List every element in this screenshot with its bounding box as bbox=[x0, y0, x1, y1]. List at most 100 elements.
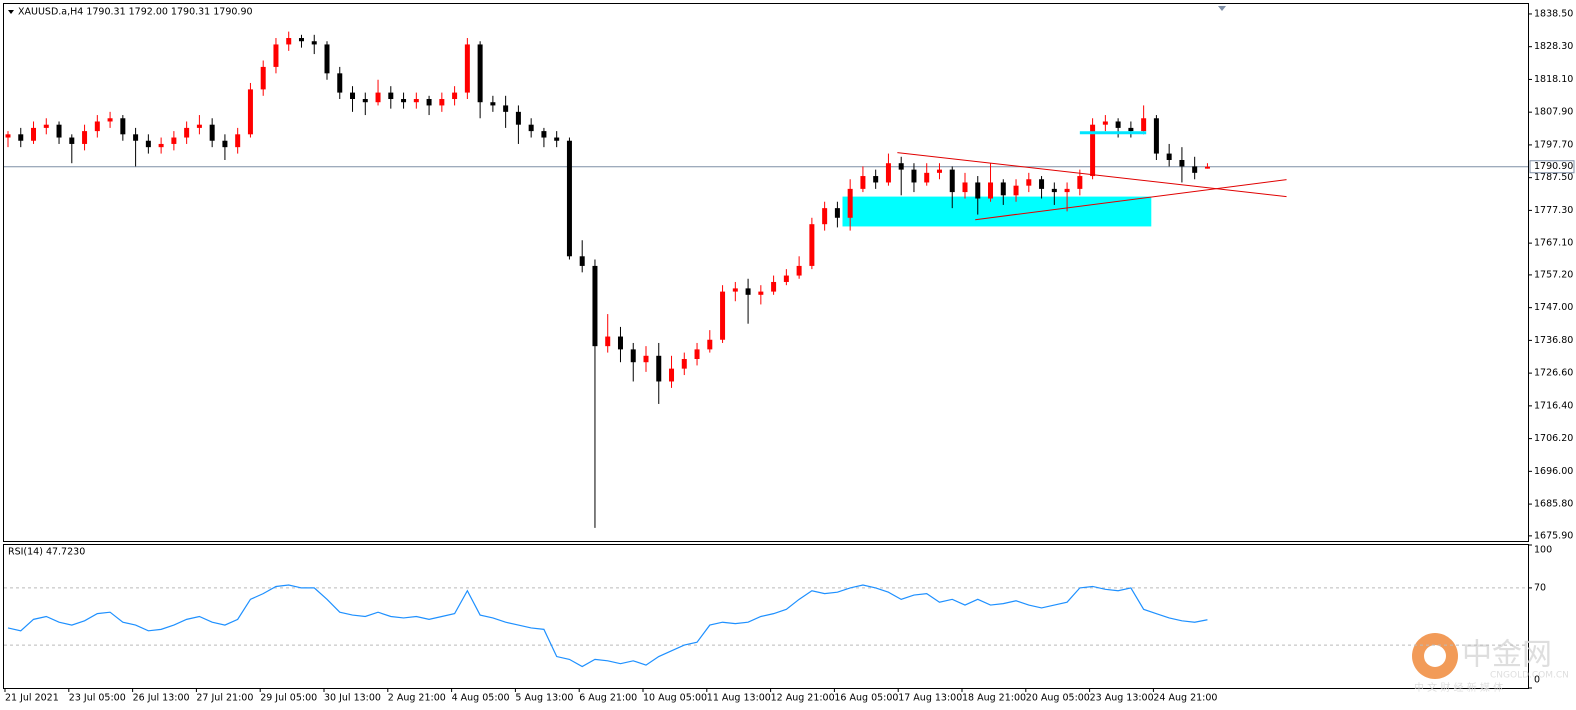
candle-body bbox=[107, 118, 113, 122]
candle-body bbox=[1192, 166, 1198, 173]
candle-body bbox=[515, 111, 521, 125]
candle-body bbox=[1128, 127, 1134, 132]
candle-body bbox=[541, 131, 547, 138]
candle-body bbox=[209, 124, 215, 141]
menu-arrow bbox=[8, 10, 14, 14]
candle-body bbox=[1064, 188, 1070, 193]
candle-body bbox=[694, 349, 700, 360]
watermark: 中金网 CNGOLD.COM.CN 中 文 财 经 新 媒 体 bbox=[1412, 633, 1569, 694]
candle-body bbox=[133, 134, 139, 141]
zone bbox=[842, 196, 1152, 227]
candle-body bbox=[477, 44, 483, 103]
candle-body bbox=[617, 336, 623, 350]
candle-body bbox=[860, 176, 866, 189]
candle-body bbox=[56, 124, 62, 138]
candle-body bbox=[962, 182, 968, 193]
y-tick-label: 1747.00 bbox=[1534, 302, 1573, 313]
candle-body bbox=[158, 143, 164, 148]
candle-body bbox=[681, 359, 687, 369]
candle-body bbox=[350, 92, 356, 100]
candle-body bbox=[298, 38, 304, 42]
candle-body bbox=[656, 355, 662, 382]
candle-body bbox=[184, 127, 190, 138]
candle-body bbox=[630, 349, 636, 363]
candle-body bbox=[707, 339, 713, 350]
candle-body bbox=[196, 124, 202, 128]
candle-body bbox=[362, 99, 368, 103]
trend-line bbox=[975, 179, 1287, 221]
candle-body bbox=[43, 124, 49, 128]
watermark-slogan: 中 文 财 经 新 媒 体 bbox=[1414, 681, 1503, 694]
candle-body bbox=[783, 275, 789, 282]
candle-body bbox=[388, 92, 394, 100]
y-tick-label: 1807.90 bbox=[1534, 107, 1573, 118]
candle-body bbox=[5, 134, 11, 138]
candle-body bbox=[898, 163, 904, 170]
candle-body bbox=[822, 208, 828, 225]
candle-body bbox=[1051, 188, 1057, 193]
x-tick-label: 10 Aug 05:00 bbox=[643, 693, 707, 704]
shift-marker bbox=[1218, 6, 1226, 11]
x-tick-label: 18 Aug 21:00 bbox=[962, 693, 1026, 704]
candle-body bbox=[758, 291, 764, 295]
x-tick-label: 24 Aug 21:00 bbox=[1153, 693, 1217, 704]
y-tick-label: 1696.00 bbox=[1534, 466, 1573, 477]
x-tick-label: 23 Jul 05:00 bbox=[69, 693, 126, 704]
y-tick-label: 1736.80 bbox=[1534, 335, 1573, 346]
candle-body bbox=[1102, 121, 1108, 125]
candle-body bbox=[324, 44, 330, 74]
y-tick-label: 1726.60 bbox=[1534, 368, 1573, 379]
candle-body bbox=[120, 118, 126, 135]
candle-body bbox=[337, 73, 343, 93]
y-tick-label: 1797.70 bbox=[1534, 139, 1573, 150]
candle-body bbox=[1115, 121, 1121, 128]
candle-body bbox=[286, 38, 292, 45]
candle-body bbox=[796, 265, 802, 276]
candle-body bbox=[669, 368, 675, 382]
candle-body bbox=[745, 288, 751, 295]
candle-body bbox=[605, 336, 611, 347]
x-tick-label: 12 Aug 21:00 bbox=[771, 693, 835, 704]
candle-body bbox=[1026, 179, 1032, 186]
y-tick-label: 1675.90 bbox=[1534, 530, 1573, 541]
candle-body bbox=[732, 288, 738, 292]
candle-body bbox=[566, 140, 572, 257]
x-tick-label: 6 Aug 21:00 bbox=[579, 693, 637, 704]
x-tick-label: 20 Aug 05:00 bbox=[1026, 693, 1090, 704]
candle-body bbox=[528, 124, 534, 132]
candle-body bbox=[834, 208, 840, 218]
current-price-label: 1790.90 bbox=[1534, 161, 1573, 172]
candle-body bbox=[643, 355, 649, 363]
y-tick-label: 1685.80 bbox=[1534, 499, 1573, 510]
candle-body bbox=[171, 137, 177, 144]
candle-body bbox=[401, 99, 407, 103]
rsi-line bbox=[7, 584, 1208, 668]
watermark-site: CNGOLD.COM.CN bbox=[1490, 671, 1569, 681]
candle-body bbox=[222, 140, 228, 148]
trend-line bbox=[897, 152, 1287, 198]
rsi-title: RSI(14) 47.7230 bbox=[8, 547, 85, 558]
y-tick-label: 1828.30 bbox=[1534, 41, 1573, 52]
x-tick-label: 30 Jul 13:00 bbox=[324, 693, 381, 704]
candle-body bbox=[873, 176, 879, 183]
candle-body bbox=[924, 172, 930, 183]
candle-body bbox=[1166, 153, 1172, 160]
candle-body bbox=[885, 163, 891, 183]
x-tick-label: 11 Aug 13:00 bbox=[707, 693, 771, 704]
current-price-box bbox=[1529, 160, 1575, 174]
candle-body bbox=[490, 102, 496, 106]
candle-body bbox=[1090, 124, 1096, 177]
candle-body bbox=[18, 134, 24, 141]
candle-body bbox=[1204, 166, 1210, 169]
candle-body bbox=[235, 134, 241, 148]
candle-body bbox=[452, 92, 458, 100]
candle-body bbox=[771, 281, 777, 292]
y-tick-label: 1757.20 bbox=[1534, 269, 1573, 280]
candle-body bbox=[426, 99, 432, 106]
logo-inner bbox=[1424, 645, 1446, 667]
candle-body bbox=[247, 89, 253, 135]
y-tick-label: 70 bbox=[1534, 582, 1546, 593]
x-tick-label: 26 Jul 13:00 bbox=[133, 693, 190, 704]
